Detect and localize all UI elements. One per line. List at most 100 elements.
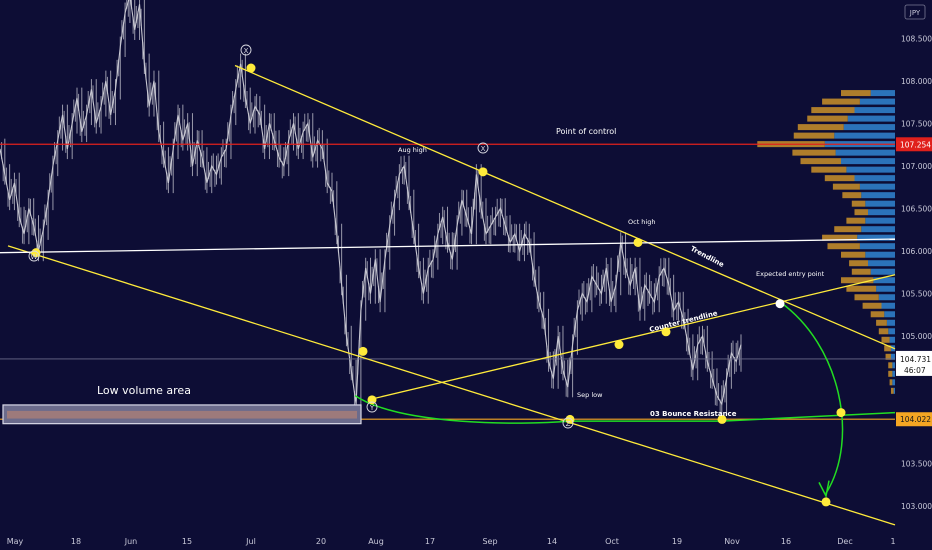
bounce-resistance-label: 03 Bounce Resistance: [650, 410, 737, 418]
pivot-point: [821, 497, 831, 507]
time-tick-label: Dec: [837, 537, 852, 546]
volume-sell-bar: [851, 268, 871, 275]
projected-path-arrowhead: [818, 480, 830, 499]
pivot-point: [31, 248, 41, 258]
price-tick-label: 108.000: [901, 77, 932, 86]
volume-sell-bar: [878, 328, 889, 335]
price-tick-label: 106.500: [901, 204, 932, 213]
wave-label-letter: X: [244, 47, 249, 55]
low-volume-area-label: Low volume area: [97, 384, 191, 397]
aug-high-label: Aug high: [398, 146, 427, 154]
wave-label-circle: [366, 401, 378, 413]
volume-sell-bar: [846, 285, 877, 292]
neckline: [0, 238, 896, 254]
volume-sell-bar: [792, 149, 836, 156]
wave-label-circle: [477, 142, 489, 154]
volume-buy-bar: [843, 124, 895, 131]
sep-low-label: Sep low: [577, 391, 603, 399]
price-tick-label: 103.500: [901, 460, 932, 469]
price-axis-background: [896, 0, 932, 550]
volume-buy-bar: [892, 370, 895, 377]
volume-sell-bar: [824, 175, 855, 182]
pivot-point: [661, 327, 671, 337]
volume-buy-bar: [868, 209, 895, 216]
volume-buy-bar: [859, 183, 895, 190]
pivot-point: [358, 346, 368, 356]
volume-buy-bar: [889, 336, 895, 343]
volume-sell-bar: [870, 311, 885, 318]
trendline-upper: [234, 64, 896, 350]
projected-path: [779, 301, 844, 494]
volume-sell-bar: [889, 379, 893, 386]
last-price-badge: [896, 350, 932, 376]
time-tick-label: 20: [316, 537, 326, 546]
volume-buy-bar: [835, 149, 895, 156]
volume-buy-bar: [873, 277, 895, 284]
volume-sell-bar: [841, 251, 866, 258]
volume-buy-bar: [859, 243, 895, 250]
wave-label-circle: [562, 417, 574, 429]
volume-sell-bar: [842, 192, 862, 199]
price-tick-label: 107.500: [901, 119, 932, 128]
volume-sell-bar: [854, 294, 879, 301]
wave-label-letter: W: [31, 253, 38, 261]
time-axis-background: [0, 530, 932, 550]
price-axis: JPY 108.500 108.000 107.500 107.000 106.500 10…: [896, 0, 932, 550]
time-tick-label: Sep: [482, 537, 497, 546]
time-tick-label: 16: [781, 537, 791, 546]
volume-buy-bar: [847, 115, 895, 122]
level-badge-label: 107.254: [900, 140, 931, 149]
time-tick-label: Aug: [368, 537, 384, 546]
volume-sell-bar: [849, 260, 868, 267]
volume-buy-bar: [846, 166, 895, 173]
chart-drawings: [0, 63, 896, 526]
price-tick-label: 108.500: [901, 34, 932, 43]
time-tick-label: Jun: [124, 537, 138, 546]
wave-label-letter: X: [481, 145, 486, 153]
wave-label-circle: [240, 44, 252, 56]
pivot-point: [717, 414, 727, 424]
pivot-point: [246, 63, 256, 73]
volume-sell-bar: [841, 90, 871, 97]
price-tick-label: 103.000: [901, 502, 932, 511]
volume-sell-bar: [851, 200, 866, 207]
time-tick-label: Nov: [724, 537, 740, 546]
volume-sell-bar: [846, 217, 866, 224]
volume-buy-bar: [861, 226, 895, 233]
currency-tag: JPY: [909, 9, 921, 17]
volume-sell-bar: [834, 226, 862, 233]
time-tick-label: 1: [890, 537, 895, 546]
price-tick-label: 106.000: [901, 247, 932, 256]
volume-buy-bar: [888, 328, 895, 335]
volume-sell-bar: [800, 158, 841, 165]
level-badge: [896, 412, 932, 427]
price-tick-label: 107.000: [901, 162, 932, 171]
volume-buy-bar: [857, 234, 895, 241]
volume-buy-bar: [868, 260, 895, 267]
level-badge: [896, 137, 932, 152]
counter-trendline: [371, 274, 896, 400]
pivot-point: [565, 414, 575, 424]
volume-buy-bar: [876, 285, 895, 292]
volume-sell-bar: [807, 115, 848, 122]
volume-sell-bar: [854, 209, 868, 216]
volume-sell-bar: [876, 319, 887, 326]
last-price-label: 104.731: [900, 355, 931, 364]
pivot-point: [836, 408, 846, 418]
volume-sell-bar: [827, 243, 860, 250]
volume-buy-bar: [892, 362, 895, 369]
time-tick-label: 18: [71, 537, 81, 546]
trendline-lower: [7, 245, 896, 526]
volume-sell-bar: [793, 132, 835, 139]
pivot-point: [775, 299, 785, 309]
countdown-label: 46:07: [904, 366, 926, 375]
volume-sell-bar: [841, 277, 874, 284]
volume-buy-bar: [893, 387, 895, 394]
volume-sell-bar: [811, 166, 847, 173]
wave-label-letter: Z: [566, 420, 571, 428]
volume-buy-bar: [878, 294, 895, 301]
price-tick-label: 105.000: [901, 332, 932, 341]
volume-sell-bar: [832, 183, 860, 190]
volume-buy-bar: [890, 353, 895, 360]
